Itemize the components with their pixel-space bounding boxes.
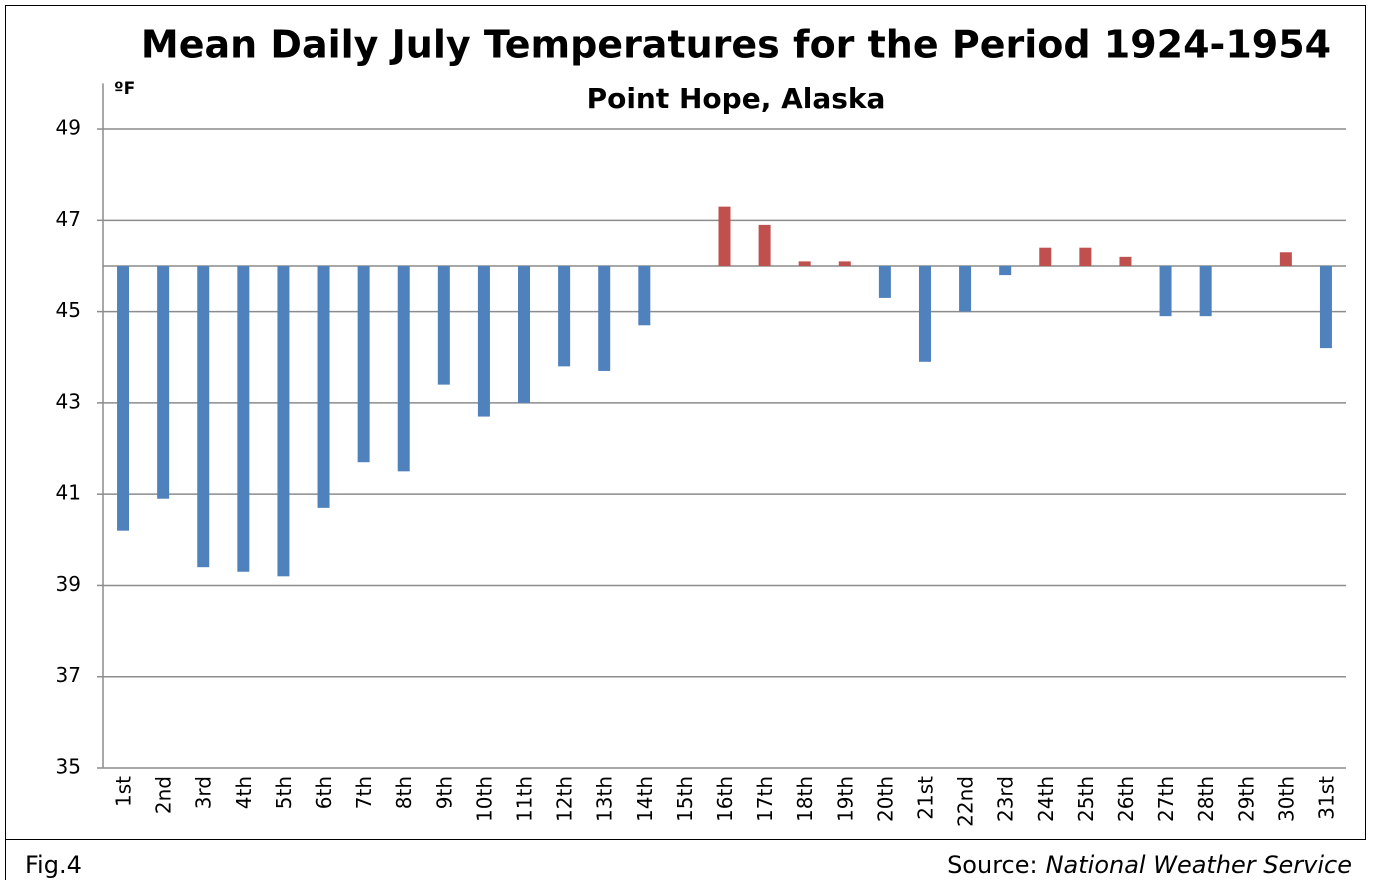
bar <box>237 265 250 572</box>
y-tick-label: 39 <box>56 572 81 596</box>
y-tick-label: 37 <box>56 663 81 687</box>
chart-title: Mean Daily July Temperatures for the Per… <box>141 23 1331 67</box>
bar <box>437 265 450 385</box>
x-tick-label: 28th <box>1194 776 1218 822</box>
bar <box>1159 265 1172 317</box>
x-tick-label: 27th <box>1154 776 1178 822</box>
x-tick-label: 9th <box>432 776 456 809</box>
y-tick-label: 45 <box>56 298 81 322</box>
x-tick-label: 5th <box>272 776 296 809</box>
bar <box>157 265 170 499</box>
bar <box>918 265 931 362</box>
x-tick-label: 17th <box>753 776 777 822</box>
source: Source: National Weather Service <box>947 851 1352 879</box>
bar <box>117 265 130 531</box>
bar <box>397 265 410 472</box>
x-tick-label: 31st <box>1314 776 1338 820</box>
x-tick-label: 6th <box>312 776 336 809</box>
bar <box>317 265 330 508</box>
bar <box>718 206 731 266</box>
x-tick-label: 3rd <box>192 776 216 809</box>
x-tick-label: 22nd <box>954 776 978 827</box>
x-tick-label: 8th <box>392 776 416 809</box>
x-tick-label: 4th <box>232 776 256 809</box>
x-tick-label: 19th <box>833 776 857 822</box>
bar <box>598 265 611 371</box>
bar <box>477 265 490 417</box>
bar <box>999 265 1012 276</box>
x-tick-label: 26th <box>1114 776 1138 822</box>
x-tick-label: 29th <box>1234 776 1258 822</box>
bar <box>277 265 290 577</box>
bar <box>357 265 370 463</box>
y-tick-label: 47 <box>56 207 81 231</box>
x-tick-label: 1st <box>112 776 136 807</box>
x-tick-label: 14th <box>633 776 657 822</box>
x-tick-label: 2nd <box>152 776 176 814</box>
bar <box>878 265 891 298</box>
x-tick-label: 18th <box>793 776 817 822</box>
bar <box>1039 247 1052 266</box>
bar <box>1079 247 1092 266</box>
x-tick-label: 12th <box>553 776 577 822</box>
source-name: National Weather Service <box>1046 851 1352 879</box>
bar <box>518 265 531 403</box>
x-tick-label: 24th <box>1034 776 1058 822</box>
y-tick-label: 41 <box>56 481 81 505</box>
bar <box>1119 256 1132 266</box>
chart-frame <box>5 5 1366 840</box>
chart-subtitle: Point Hope, Alaska <box>587 82 886 115</box>
bar <box>959 265 972 312</box>
x-tick-label: 21st <box>913 776 937 820</box>
x-tick-label: 11th <box>513 776 537 822</box>
bar <box>838 261 851 266</box>
x-tick-label: 25th <box>1074 776 1098 822</box>
y-tick-label: 35 <box>56 755 81 779</box>
bar <box>1279 252 1292 266</box>
x-tick-label: 20th <box>873 776 897 822</box>
source-label: Source: <box>947 851 1038 879</box>
bar <box>798 261 811 266</box>
x-tick-label: 13th <box>593 776 617 822</box>
bar <box>758 224 771 266</box>
bar <box>1199 265 1212 317</box>
x-tick-label: 7th <box>352 776 376 809</box>
bar <box>638 265 651 326</box>
bar <box>1319 265 1332 349</box>
x-tick-label: 15th <box>673 776 697 822</box>
figure-label: Fig.4 <box>25 851 82 879</box>
x-tick-label: 30th <box>1274 776 1298 822</box>
y-tick-label: 49 <box>56 116 81 140</box>
x-tick-label: 16th <box>713 776 737 822</box>
y-tick-label: 43 <box>56 389 81 413</box>
x-tick-label: 23rd <box>994 776 1018 822</box>
y-axis-unit: ºF <box>114 79 135 99</box>
x-tick-label: 10th <box>472 776 496 822</box>
bar <box>558 265 571 367</box>
bar <box>197 265 210 568</box>
